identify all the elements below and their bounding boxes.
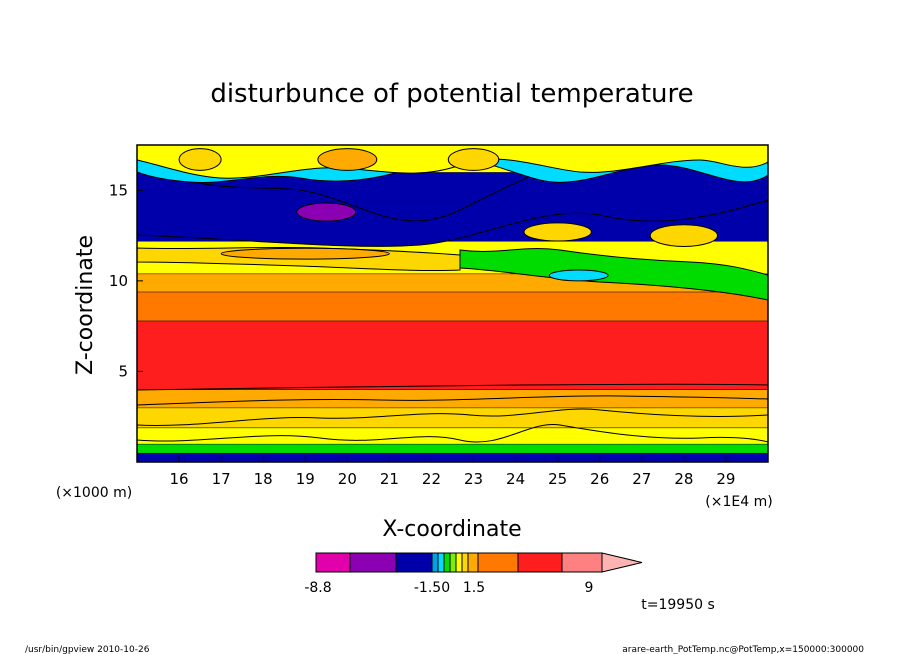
x-tick-label-18: 18	[254, 470, 273, 488]
colorbar-label-pos: 1.5	[463, 580, 485, 596]
field-band-4	[137, 389, 768, 408]
plot-area	[137, 145, 768, 462]
x-tick-label-23: 23	[464, 470, 483, 488]
x-axis-title: X-coordinate	[382, 517, 521, 542]
colorbar-label-max: 9	[585, 580, 594, 596]
y-tick-label-5: 5	[118, 362, 128, 380]
colorbar-segment-3	[431, 552, 439, 573]
lower-wavy-contours	[137, 383, 768, 443]
colorbar-segment-9	[467, 552, 479, 573]
field-feature-2	[447, 148, 500, 171]
field-feature-3	[296, 202, 357, 222]
field-feature-1	[317, 148, 378, 171]
colorbar-segment-12	[561, 552, 603, 573]
colorbar-segment-5	[443, 552, 451, 573]
y-tick-label-15: 15	[109, 181, 128, 199]
field-band-1	[137, 443, 768, 453]
colorbar-segment-2	[395, 552, 433, 573]
y-tick-label-10: 10	[109, 272, 128, 290]
x-tick-label-28: 28	[674, 470, 693, 488]
field-feature-7	[220, 247, 390, 260]
colorbar-segment-1	[349, 552, 397, 573]
x-tick-label-21: 21	[380, 470, 399, 488]
field-feature-6	[548, 269, 609, 282]
field-band-5	[137, 320, 768, 390]
field-features	[178, 148, 719, 282]
x-unit-label: (×1E4 m)	[705, 494, 772, 510]
x-tick-label-20: 20	[338, 470, 357, 488]
colorbar-segment-6	[449, 552, 457, 573]
time-label: t=19950 s	[641, 597, 715, 613]
x-tick-label-27: 27	[632, 470, 651, 488]
field-band-6	[137, 291, 768, 321]
chart-title: disturbunce of potential temperature	[210, 79, 693, 109]
plot-frame	[136, 144, 769, 463]
colorbar-segment-4	[437, 552, 445, 573]
footer-left: /usr/bin/gpview 2010-10-26	[25, 645, 150, 654]
colorbar-segment-0	[315, 552, 351, 573]
lower-contour-1	[137, 423, 768, 443]
y-axis-title: Z-coordinate	[73, 235, 98, 375]
footer-right: arare-earth_PotTemp.nc@PotTemp,x=150000:…	[622, 645, 864, 654]
lower-contour-4	[137, 383, 768, 391]
y-unit-label: (×1000 m)	[56, 485, 132, 501]
colorbar-segment-8	[461, 552, 469, 573]
colorbar-arrow	[601, 552, 643, 573]
colorbar-label-neg: -1.50	[414, 580, 450, 596]
colorbar	[315, 552, 643, 573]
x-tick-label-22: 22	[422, 470, 441, 488]
field-band-2	[137, 427, 768, 444]
field-band-0	[137, 452, 768, 462]
colorbar-label-min: -8.8	[304, 580, 331, 596]
colorbar-segment-7	[455, 552, 463, 573]
field-band-3	[137, 407, 768, 428]
y-axis: 5 10 15	[109, 181, 143, 380]
field-feature-5	[649, 224, 719, 247]
x-tick-label-16: 16	[170, 470, 189, 488]
x-tick-label-26: 26	[590, 470, 609, 488]
x-tick-label-25: 25	[548, 470, 567, 488]
field-feature-0	[178, 148, 222, 171]
x-axis: 16 17 18 19 20 21 22 23 24 25 26 27 28 29	[170, 456, 735, 488]
x-tick-label-29: 29	[716, 470, 735, 488]
lower-contour-3	[137, 395, 768, 406]
field-feature-4	[523, 222, 592, 242]
x-tick-label-17: 17	[212, 470, 231, 488]
x-tick-label-19: 19	[296, 470, 315, 488]
lower-contour-2	[137, 408, 768, 426]
x-tick-label-24: 24	[506, 470, 525, 488]
colorbar-segment-10	[477, 552, 519, 573]
colorbar-segment-11	[517, 552, 563, 573]
